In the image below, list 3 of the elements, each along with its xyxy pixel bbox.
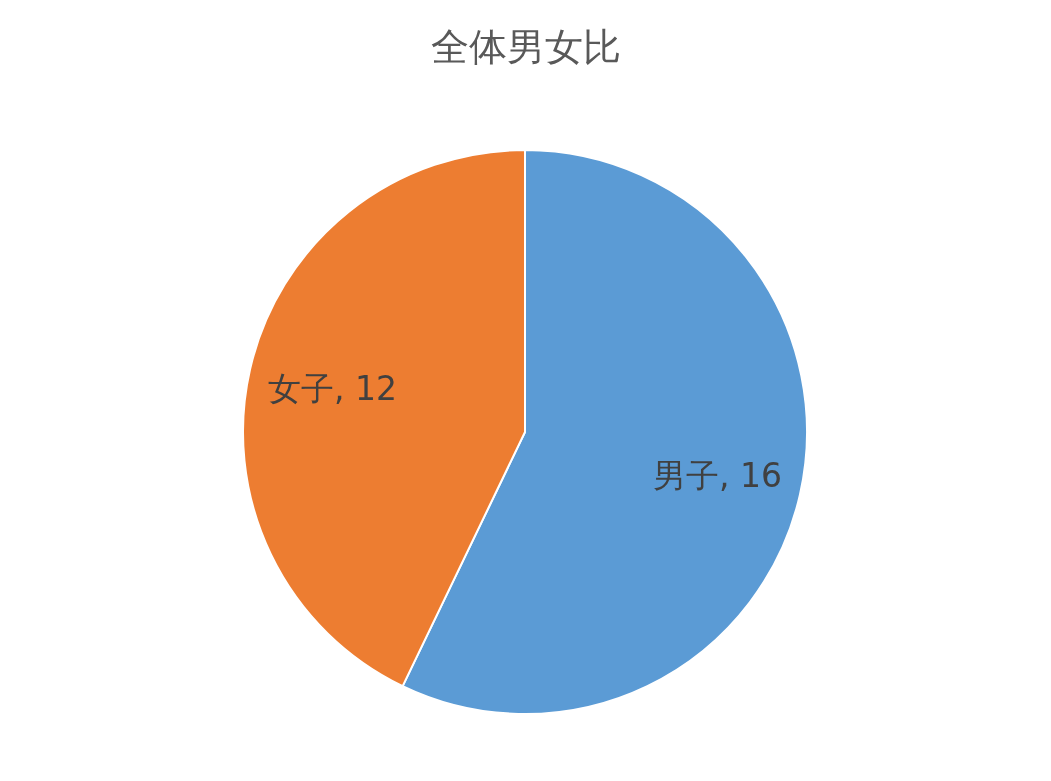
data-label: 男子, 16: [653, 456, 782, 495]
chart-title: 全体男女比: [430, 25, 621, 70]
data-label: 女子, 12: [268, 369, 397, 408]
